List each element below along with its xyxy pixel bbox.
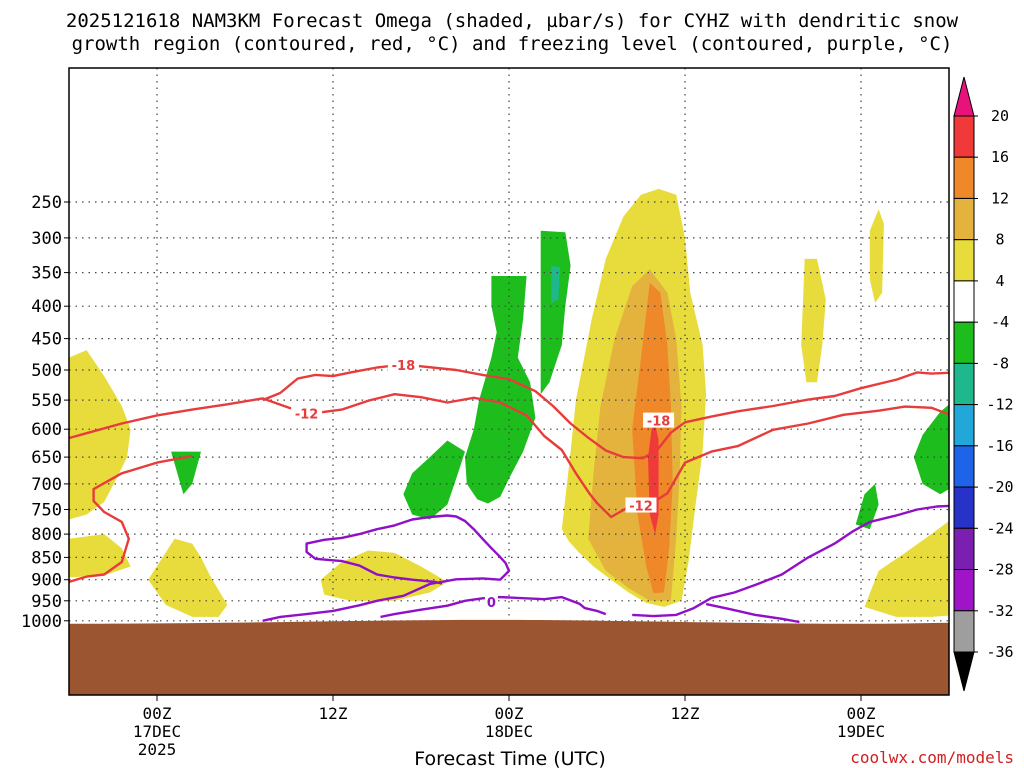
ytick-label-450: 450 (31, 330, 62, 350)
colorbar-band-2 (953, 156, 975, 199)
colorbar: 20 16 12 8 4 -4 -8 -12 -16 -20 -24 -28 -32 -36 (953, 76, 1014, 692)
omega-region-1 (403, 440, 465, 520)
colorbar-band-10 (953, 486, 975, 529)
freezing-level-contour-1 (262, 514, 511, 622)
xtick-label-20-0: 00Z (495, 704, 524, 723)
colorbar-band-11 (953, 527, 975, 570)
colorbar-label-8: -16 (986, 437, 1013, 455)
colorbar-band-6 (953, 321, 975, 364)
xtick-label-10-0: 12Z (319, 704, 348, 723)
colorbar-label-5: -4 (991, 313, 1009, 331)
omega-region-4 (551, 265, 560, 303)
x-axis-label: Forecast Time (UTC) (414, 748, 605, 768)
colorbar-band-8 (953, 404, 975, 447)
ytick-label-650: 650 (31, 448, 62, 468)
ytick-label-250: 250 (31, 193, 62, 213)
ytick-label-900: 900 (31, 571, 62, 591)
xtick-label-30-0: 12Z (671, 704, 700, 723)
dgz-contour-minus12-0 (69, 393, 949, 519)
ytick-label-500: 500 (31, 361, 62, 381)
omega-region-11 (148, 538, 228, 617)
contour-label-bg-2 (643, 412, 675, 428)
colorbar-label-0: 20 (991, 107, 1009, 125)
colorbar-label-6: -8 (991, 354, 1009, 372)
omega-region-15 (864, 521, 949, 617)
freezing-level-contour-3 (705, 602, 800, 624)
colorbar-band-1 (953, 115, 975, 158)
ytick-label-950: 950 (31, 592, 62, 612)
ytick-label-800: 800 (31, 525, 62, 545)
xtick-label-0-0: 00Z (143, 704, 172, 723)
colorbar-label-11: -28 (986, 561, 1013, 579)
ytick-label-550: 550 (31, 391, 62, 411)
contour-label-bg-1 (291, 405, 323, 421)
freezing-level-contour-0 (380, 595, 607, 619)
xtick-label-0-2: 2025 (138, 740, 177, 759)
xtick-label-40-0: 00Z (847, 704, 876, 723)
omega-region-13 (801, 258, 826, 383)
freezing-level-contour-2 (632, 504, 949, 618)
ytick-label-400: 400 (31, 297, 62, 317)
xtick-label-20-1: 18DEC (485, 722, 533, 741)
ytick-label-750: 750 (31, 501, 62, 521)
ytick-label-850: 850 (31, 548, 62, 568)
ytick-label-700: 700 (31, 475, 62, 495)
colorbar-band-4 (953, 239, 975, 282)
contour-labels: -18 -12 -18 -12 0 (291, 357, 675, 611)
omega-region-16 (913, 404, 949, 495)
colorbar-label-12: -32 (986, 602, 1013, 620)
omega-region-3 (171, 451, 201, 495)
temperature-contours (69, 363, 949, 624)
contour-label-4: 0 (487, 596, 496, 611)
colorbar-label-10: -24 (986, 519, 1013, 537)
xtick-label-40-1: 19DEC (837, 722, 885, 741)
omega-shading (69, 188, 949, 617)
ytick-label-600: 600 (31, 420, 62, 440)
dgz-contour-minus18-0 (262, 363, 949, 460)
dgz-contour-minus12-1 (69, 454, 193, 584)
colorbar-bottom-arrow (953, 651, 975, 692)
ytick-label-350: 350 (31, 264, 62, 284)
credit-text: coolwx.com/models (850, 748, 1014, 767)
contour-label-3: -12 (629, 500, 653, 515)
colorbar-band-12 (953, 569, 975, 612)
ytick-label-1000: 1000 (21, 612, 62, 632)
omega-region-14 (869, 209, 884, 303)
colorbar-band-13 (953, 610, 975, 653)
ground-surface (69, 619, 949, 695)
ground-fill (69, 619, 949, 695)
colorbar-label-1: 16 (991, 148, 1009, 166)
xtick-label-0-1: 17DEC (133, 722, 181, 741)
colorbar-label-4: 4 (995, 272, 1004, 290)
omega-region-0 (465, 276, 536, 504)
contour-label-1: -12 (295, 408, 319, 423)
colorbar-band-3 (953, 198, 975, 241)
contour-label-bg-3 (625, 497, 657, 513)
chart-title-line2: growth region (contoured, red, °C) and f… (72, 33, 953, 55)
ytick-label-300: 300 (31, 229, 62, 249)
contour-label-2: -18 (647, 415, 671, 430)
colorbar-top-arrow (953, 76, 975, 117)
colorbar-label-2: 12 (991, 190, 1009, 208)
pressure-gridlines (69, 68, 949, 695)
contour-label-bg-4 (484, 594, 498, 609)
omega-region-2 (540, 230, 571, 395)
colorbar-label-3: 8 (995, 231, 1004, 249)
colorbar-label-9: -20 (986, 478, 1013, 496)
colorbar-band-5 (953, 280, 975, 323)
y-axis-pressure-ticks: 250 300 350 400 450 500 550 600 650 700 750 800 850 9… (21, 193, 69, 632)
chart-title-line1: 2025121618 NAM3KM Forecast Omega (shaded… (66, 10, 959, 32)
colorbar-band-9 (953, 445, 975, 488)
colorbar-label-13: -36 (986, 643, 1013, 661)
colorbar-label-7: -12 (986, 396, 1013, 414)
contour-label-0: -18 (392, 359, 416, 374)
colorbar-band-7 (953, 362, 975, 406)
omega-region-10 (69, 534, 131, 578)
contour-label-bg-0 (387, 357, 419, 372)
